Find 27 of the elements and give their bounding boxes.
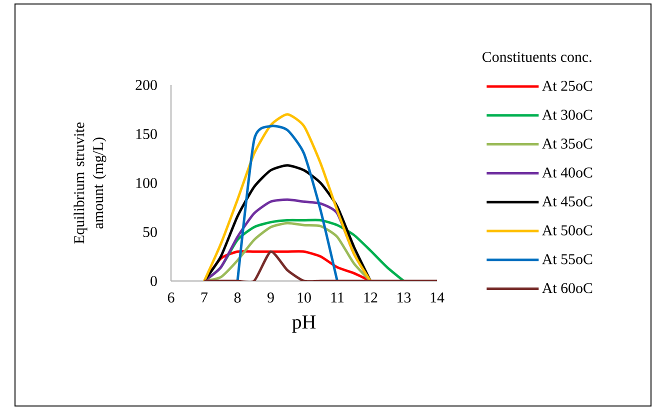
- legend-label: At 25oC: [542, 80, 592, 91]
- y-tick-label: 100: [136, 178, 157, 188]
- legend-label: At 55oC: [542, 254, 592, 264]
- legend-title: Constituents conc.: [482, 52, 592, 62]
- y-axis-title: Equilibrium struvite amount (mg/L): [74, 122, 106, 244]
- legend-label: At 60oC: [542, 283, 592, 294]
- y-tick-label: 0: [150, 276, 157, 286]
- legend-label: At 45oC: [542, 196, 592, 206]
- line-series: [203, 113, 372, 281]
- x-tick-label: 13: [398, 292, 411, 303]
- x-axis-title: pH: [292, 315, 316, 333]
- x-tick-label: 7: [202, 292, 208, 302]
- x-tick-label: 6: [168, 292, 174, 303]
- x-tick-label: 14: [430, 292, 444, 302]
- x-tick-label: 12: [364, 292, 378, 302]
- legend-label: At 40oC: [542, 167, 592, 178]
- legend-label: At 30oC: [542, 110, 592, 120]
- x-tick-label: 8: [234, 292, 241, 303]
- x-tick-label: 11: [331, 292, 344, 302]
- x-tick-label: 9: [268, 292, 274, 303]
- legend-label: At 35oC: [542, 138, 592, 149]
- y-tick-label: 200: [136, 80, 157, 90]
- legend-label: At 50oC: [542, 225, 592, 236]
- x-tick-label: 10: [298, 292, 311, 303]
- y-tick-label: 50: [143, 226, 157, 238]
- line-series: [236, 124, 339, 281]
- y-tick-label: 150: [136, 128, 157, 140]
